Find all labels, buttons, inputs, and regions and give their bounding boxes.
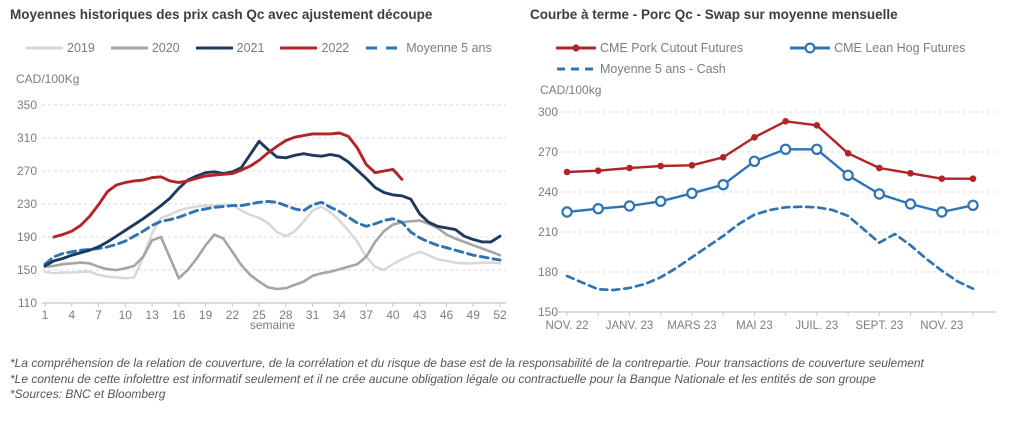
- left-chart-title: Moyennes historiques des prix cash Qc av…: [10, 7, 433, 22]
- y-tick-label: 150: [538, 305, 558, 319]
- left-x-axis-label: semaine: [249, 318, 296, 332]
- legend-item-2022: 2022: [280, 41, 349, 55]
- x-tick-label: 34: [333, 308, 347, 322]
- legend-line-swatch-moyenne-5-ans-cash: [557, 67, 595, 71]
- footnote-line: *Le contenu de cette infolettre est info…: [10, 371, 876, 386]
- legend-label: Moyenne 5 ans - Cash: [600, 62, 726, 76]
- x-tick-label: 37: [360, 308, 374, 322]
- x-tick-label: 28: [279, 308, 293, 322]
- right-chart-legend-row2: Moyenne 5 ans - Cash: [556, 62, 726, 76]
- x-tick-label: 1: [42, 308, 49, 322]
- legend-label: 2019: [67, 41, 95, 55]
- legend-line-swatch-2021: [195, 46, 233, 50]
- series-2021: [43, 139, 502, 268]
- gridlines: 350 310 270 230 190 150 110: [17, 98, 506, 310]
- x-tick-label: 43: [413, 308, 427, 322]
- x-tick-label: MARS 23: [667, 320, 716, 332]
- left-chart-weekly-cash-prices: 350 310 270 230 190 150 110 1 4 7 10 13 16 19 22 25 28 31…: [17, 98, 507, 322]
- legend-line-swatch-2020: [110, 46, 148, 50]
- series-2020: [43, 219, 502, 291]
- right-chart-title: Courbe à terme - Porc Qc - Swap sur moye…: [530, 7, 898, 22]
- legend-item-2020: 2020: [110, 41, 180, 55]
- y-tick-label: 190: [17, 230, 37, 244]
- legend-item-cme-pork-cutout-futures: CME Pork Cutout Futures: [556, 41, 743, 55]
- y-tick-label: 110: [18, 296, 37, 310]
- series-2019: [43, 203, 502, 280]
- legend-item-cme-lean-hog-futures: CME Lean Hog Futures: [790, 41, 965, 55]
- series-moyenne-5-ans: [43, 200, 502, 266]
- legend-label: 2022: [321, 41, 350, 55]
- x-tick-label: NOV. 22: [545, 320, 588, 332]
- y-tick-label: 210: [538, 225, 558, 239]
- x-tick-label: 49: [467, 308, 481, 322]
- right-chart-legend-row1: CME Pork Cutout Futures CME Lean Hog Futu…: [556, 41, 965, 55]
- y-tick-label: 230: [17, 197, 37, 211]
- x-tick-label: 52: [493, 308, 507, 322]
- x-tick-label: 16: [172, 308, 186, 322]
- x-axis: 1 4 7 10 13 16 19 22 25 28 31 34 37 40 43 46 49 52: [42, 302, 507, 322]
- footnote-line: *Sources: BNC et Bloomberg: [10, 387, 166, 401]
- legend-item-2019: 2019: [26, 41, 95, 55]
- y-tick-label: 150: [17, 263, 37, 277]
- y-tick-label: 300: [538, 105, 558, 119]
- x-tick-label: 13: [145, 308, 159, 322]
- right-y-axis-label: CAD/100kg: [540, 83, 602, 97]
- legend-item-2021: 2021: [195, 41, 265, 55]
- legend-line-swatch-moyenne-5-ans: [366, 46, 402, 50]
- legend-line-swatch-cme-lean-hog-futures: [790, 42, 831, 54]
- legend-label: 2021: [236, 41, 265, 55]
- x-tick-label: 7: [95, 308, 102, 322]
- legend-label: CME Lean Hog Futures: [834, 41, 966, 55]
- x-tick-label: 22: [226, 308, 240, 322]
- footnotes: *La compréhension de la relation de couv…: [10, 356, 1018, 403]
- legend-label: CME Pork Cutout Futures: [600, 41, 744, 55]
- series-moyenne-5-ans-cash: [565, 205, 975, 292]
- legend-item-moyenne-5-ans: Moyenne 5 ans: [365, 41, 492, 55]
- x-tick-label: 19: [199, 308, 213, 322]
- legend-label: 2020: [151, 41, 180, 55]
- legend-label: Moyenne 5 ans: [406, 41, 492, 55]
- x-tick-label: MAI 23: [736, 320, 772, 332]
- x-tick-label: 31: [306, 308, 320, 322]
- x-axis: NOV. 22 JANV. 23 MARS 23 MAI 23 JUIL. 23 SEPT…: [545, 311, 996, 332]
- series-cme-pork-cutout-futures: [563, 118, 977, 182]
- left-y-axis-label: CAD/100Kg: [16, 72, 80, 86]
- y-tick-label: 180: [538, 265, 558, 279]
- legend-item-moyenne-5-ans-cash: Moyenne 5 ans - Cash: [556, 62, 726, 76]
- y-tick-label: 270: [17, 164, 37, 178]
- x-tick-label: JANV. 23: [606, 320, 654, 332]
- legend-line-swatch-cme-pork-cutout-futures: [556, 44, 596, 52]
- x-tick-label: NOV. 23: [920, 320, 963, 332]
- x-tick-label: 4: [68, 308, 75, 322]
- left-chart-legend: 2019 2020 2021 2022 Moyenne 5 ans: [26, 41, 492, 55]
- legend-line-swatch-2019: [26, 46, 63, 50]
- x-tick-label: 46: [440, 308, 454, 322]
- y-tick-label: 240: [538, 185, 558, 199]
- series-cme-lean-hog-futures: [561, 143, 979, 218]
- x-tick-label: JUIL. 23: [795, 320, 838, 332]
- gridlines: 300 270 240 210 180 150: [538, 105, 996, 319]
- series-2022: [52, 131, 404, 239]
- x-tick-label: SEPT. 23: [855, 320, 903, 332]
- x-tick-label: 25: [252, 308, 266, 322]
- x-tick-label: 10: [119, 308, 133, 322]
- x-tick-label: 40: [386, 308, 400, 322]
- footnote-line: *La compréhension de la relation de couv…: [10, 356, 924, 370]
- y-tick-label: 310: [17, 131, 37, 145]
- legend-line-swatch-2022: [280, 46, 318, 50]
- y-tick-label: 270: [538, 145, 558, 159]
- y-tick-label: 350: [17, 98, 37, 112]
